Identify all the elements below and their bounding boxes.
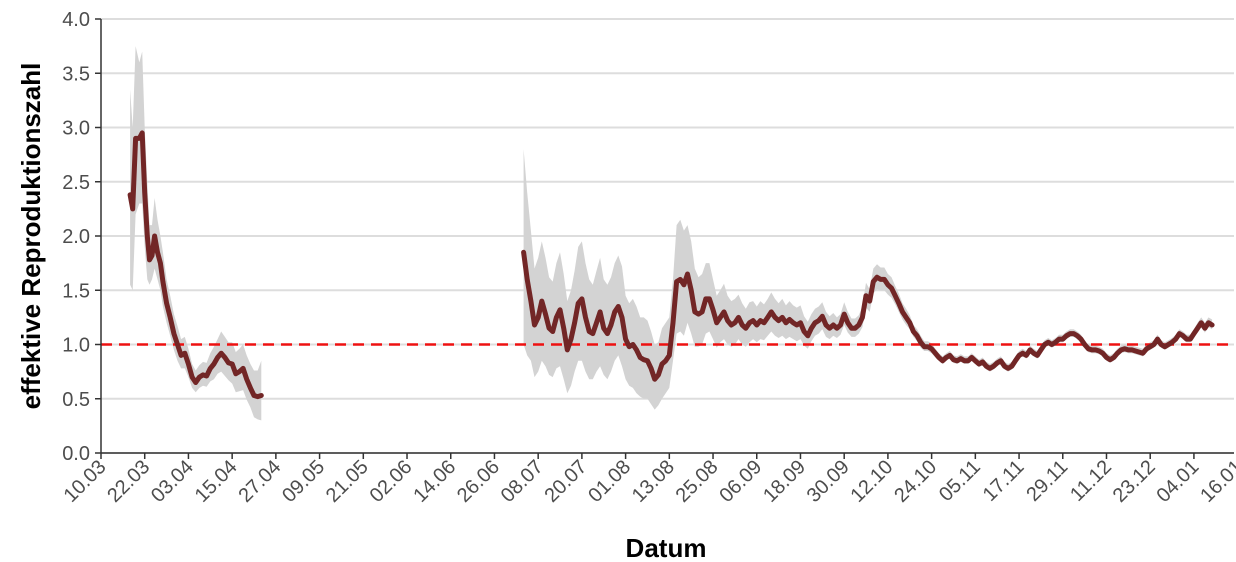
y-tick-label: 1.5 xyxy=(62,280,90,302)
y-tick-label: 0.0 xyxy=(62,443,90,465)
y-axis-title: effektive Reproduktionszahl xyxy=(16,63,46,410)
y-tick-label: 4.0 xyxy=(62,9,90,31)
series-line-1 xyxy=(127,130,264,400)
y-tick-label: 0.5 xyxy=(62,389,90,411)
series-line-2 xyxy=(521,249,1215,382)
y-tick-label: 1.0 xyxy=(62,335,90,357)
y-tick-label: 3.5 xyxy=(62,63,90,85)
axes xyxy=(95,18,1234,459)
y-tick-label: 2.0 xyxy=(62,226,90,248)
series-lines xyxy=(127,130,1215,400)
y-tick-label: 3.0 xyxy=(62,118,90,140)
y-tick-labels: 0.0 0.5 1.0 1.5 2.0 2.5 3.0 3.5 4.0 xyxy=(62,9,90,465)
y-tick-label: 2.5 xyxy=(62,172,90,194)
x-axis-title: Datum xyxy=(626,533,707,562)
